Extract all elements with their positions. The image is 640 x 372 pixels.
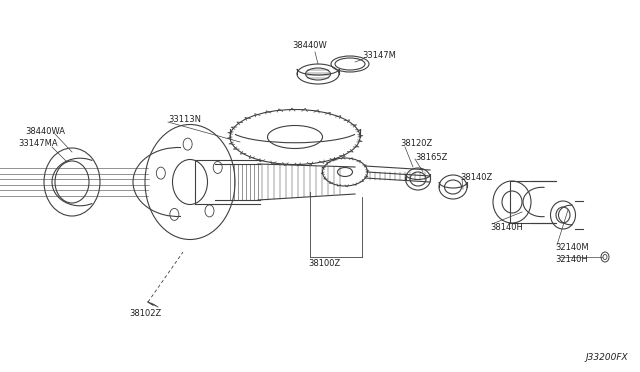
Text: J33200FX: J33200FX: [586, 353, 628, 362]
Text: 38140Z: 38140Z: [460, 173, 492, 182]
Text: 38100Z: 38100Z: [308, 260, 340, 269]
Text: 38140H: 38140H: [490, 222, 523, 231]
Text: 38165Z: 38165Z: [415, 153, 447, 161]
Text: 38120Z: 38120Z: [400, 140, 432, 148]
Text: 33147M: 33147M: [362, 51, 396, 61]
Text: 32140H: 32140H: [555, 256, 588, 264]
Text: 38440WA: 38440WA: [25, 128, 65, 137]
Text: 32140M: 32140M: [555, 243, 589, 251]
Text: 38102Z: 38102Z: [129, 310, 161, 318]
Text: 38440W: 38440W: [292, 42, 328, 51]
Text: 33113N: 33113N: [168, 115, 201, 124]
Text: 33147MA: 33147MA: [18, 140, 58, 148]
